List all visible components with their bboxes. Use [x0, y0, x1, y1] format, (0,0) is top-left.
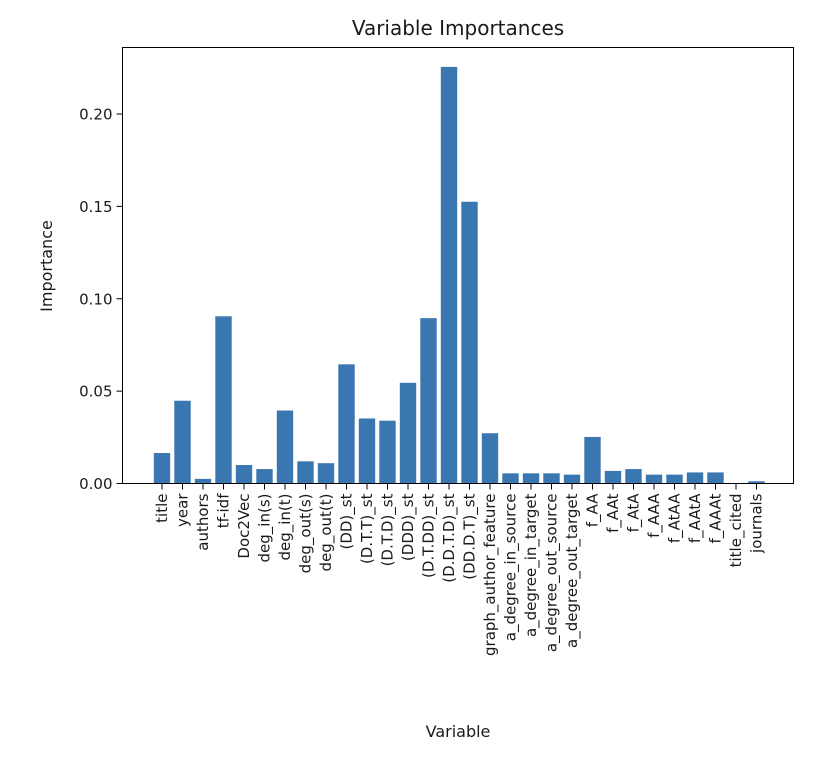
- bar-deg_out(t): [317, 463, 335, 484]
- bar-f_AAAt: [707, 472, 724, 484]
- bar-Doc2Vec: [235, 465, 253, 484]
- x-tick-label: f_AtAA: [666, 493, 685, 543]
- x-tick-label: (DD.D.T)_st: [461, 493, 480, 579]
- x-tick-label: journals: [748, 493, 766, 554]
- x-tick-label: deg_out(t): [317, 494, 336, 572]
- x-axis: title year authors tf-idf Doc2Vec deg_in(s) de…: [153, 483, 766, 657]
- y-tick-label: 0.00: [79, 475, 112, 493]
- bar-f_AtAA: [666, 474, 683, 484]
- x-tick-label: Doc2Vec: [235, 494, 253, 559]
- x-tick-label: a_degree_in_source: [502, 494, 521, 642]
- x-tick-label: f_AAt: [604, 493, 623, 532]
- bar-f_AAA: [645, 474, 663, 484]
- chart-title: Variable Importances: [352, 16, 564, 40]
- x-tick-label: (DD)_st: [338, 493, 357, 549]
- bar-a_degree_in_target: [522, 473, 540, 484]
- bar-f_AAt: [604, 470, 622, 484]
- x-tick-label: (D.T.DD)_st: [420, 493, 439, 578]
- bar-(D.T.T)_st: [358, 418, 376, 484]
- x-tick-label: (DDD)_st: [399, 493, 418, 561]
- x-axis-label: Variable: [426, 722, 491, 741]
- bar-(D.D.T.D)_st: [440, 66, 458, 484]
- bar-tf-idf: [215, 316, 232, 484]
- x-tick-label: year: [174, 493, 192, 527]
- bar-a_degree_in_source: [502, 473, 519, 484]
- bar-year: [174, 400, 191, 484]
- x-tick-label: title: [153, 494, 171, 523]
- bar-deg_in(s): [256, 469, 273, 484]
- bar-deg_out(s): [297, 461, 314, 484]
- bar-a_degree_out_source: [543, 473, 560, 484]
- x-tick-label: (D.D.T.D)_st: [440, 493, 459, 582]
- x-tick-label: a_degree_out_source: [543, 494, 562, 653]
- bar-authors: [194, 478, 212, 484]
- x-tick-label: f_AAA: [645, 493, 664, 538]
- bar-(D.T.D)_st: [379, 420, 396, 484]
- bar-graph_author_feature: [481, 433, 499, 484]
- bar-journals: [748, 481, 765, 484]
- x-tick-label: f_AtA: [625, 493, 644, 533]
- x-tick-label: a_degree_out_target: [563, 493, 582, 648]
- bar-f_AtA: [625, 469, 642, 484]
- bar-a_degree_out_target: [563, 474, 581, 484]
- x-tick-label: deg_in(s): [256, 494, 275, 563]
- x-tick-label: tf-idf: [215, 493, 233, 528]
- x-tick-label: deg_out(s): [297, 494, 316, 574]
- x-tick-label: graph_author_feature: [481, 494, 500, 657]
- plot-frame: [122, 47, 794, 484]
- x-tick-label: (D.T.T)_st: [358, 493, 377, 564]
- bar-(DD.D.T)_st: [461, 201, 478, 484]
- bar-f_AA: [584, 436, 601, 484]
- x-tick-label: a_degree_in_target: [522, 493, 541, 637]
- bar-(DD)_st: [338, 364, 355, 484]
- y-axis-label: Importance: [37, 220, 56, 312]
- bar-title: [153, 453, 171, 484]
- x-tick-label: authors: [194, 493, 212, 550]
- x-tick-label: f_AAAt: [707, 493, 726, 543]
- x-tick-label: deg_in(t): [276, 494, 295, 561]
- bar-f_AAtA: [686, 472, 704, 484]
- y-tick-label: 0.20: [79, 106, 112, 124]
- x-tick-label: f_AA: [584, 493, 603, 527]
- y-tick-label: 0.15: [79, 198, 112, 216]
- x-tick-label: title_cited: [727, 494, 746, 568]
- bar-(DDD)_st: [399, 382, 417, 484]
- bars-group: [153, 66, 765, 484]
- x-tick-label: (D.T.D)_st: [379, 493, 398, 566]
- y-tick-label: 0.05: [79, 383, 112, 401]
- bar-deg_in(t): [276, 410, 294, 484]
- x-tick-label: f_AAtA: [686, 493, 705, 543]
- bar-(D.T.DD)_st: [420, 318, 437, 484]
- y-axis: 0.00 0.05 0.10 0.15 0.20: [79, 106, 123, 493]
- y-tick-label: 0.10: [79, 290, 112, 308]
